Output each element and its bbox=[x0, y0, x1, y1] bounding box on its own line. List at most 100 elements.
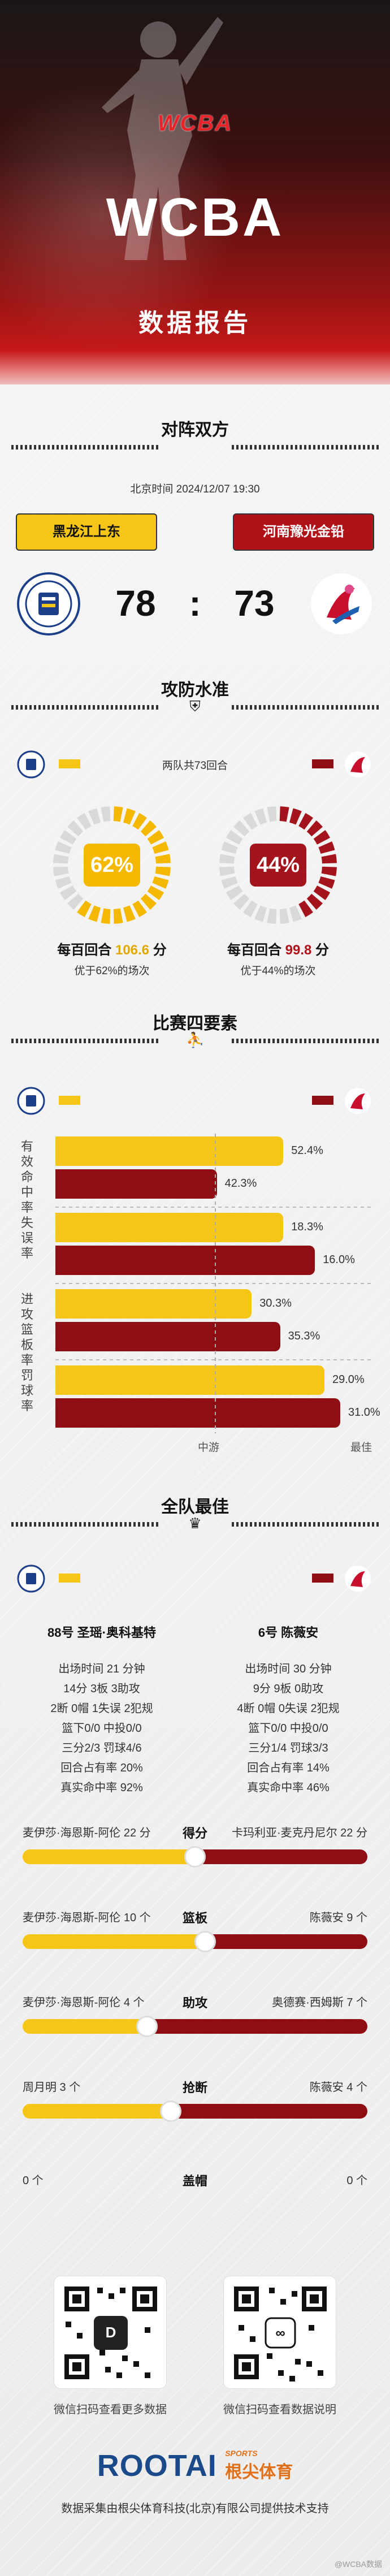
donut-segment-empty bbox=[55, 876, 72, 889]
donut-segment-filled bbox=[155, 866, 171, 876]
factor-divider bbox=[55, 1283, 372, 1284]
ppp-prefix: 每百回合 bbox=[57, 943, 112, 958]
donut-segment-filled bbox=[289, 808, 302, 825]
donut-segment-empty bbox=[254, 808, 267, 825]
away-team-logo-icon bbox=[345, 1088, 371, 1114]
section-four-factors-header: 比赛四要素 ⛹ bbox=[0, 1009, 390, 1049]
svg-text:D: D bbox=[106, 2324, 116, 2341]
factor-home-bar bbox=[55, 1289, 252, 1319]
match-time: 北京时间 2024/12/07 19:30 bbox=[130, 483, 260, 495]
hero-title: WCBA bbox=[106, 187, 284, 248]
wcba-logo: WCBA bbox=[157, 111, 233, 136]
svg-text:∞: ∞ bbox=[275, 2326, 285, 2341]
divider-right bbox=[232, 445, 379, 449]
donut-segment-filled bbox=[152, 876, 169, 889]
scale-mid-label: 中游 bbox=[198, 1442, 220, 1454]
leader-home-fill bbox=[23, 2104, 171, 2119]
donut-segment-empty bbox=[219, 854, 235, 864]
donut-segment-empty bbox=[233, 893, 250, 910]
leader-home: 0 个 bbox=[23, 2175, 44, 2187]
away-color-swatch bbox=[312, 1096, 333, 1105]
donut-segment-filled bbox=[101, 908, 111, 924]
donut-segment-filled bbox=[140, 820, 157, 837]
donut-segment-filled bbox=[306, 893, 323, 910]
donut-segment-filled bbox=[298, 812, 313, 830]
ppp-value: 99.8 bbox=[285, 943, 312, 958]
section-title: 全队最佳 bbox=[161, 1498, 229, 1516]
factor-away-bar bbox=[55, 1322, 280, 1351]
brand-name: ROOTAI bbox=[97, 2449, 217, 2483]
donut-segment-filled bbox=[313, 885, 331, 900]
footer-credit: 数据采集由根尖体育科技(北京)有限公司提供技术支持 bbox=[61, 2502, 329, 2515]
leader-category: 得分 bbox=[182, 1826, 207, 1840]
factor-label: 罚球率 bbox=[20, 1368, 33, 1413]
leader-divider-knob bbox=[136, 2016, 158, 2037]
divider-left bbox=[11, 445, 158, 449]
away-team-button[interactable]: 河南豫光金铅 bbox=[233, 513, 374, 551]
donut-segment-empty bbox=[59, 830, 77, 845]
hero-fade bbox=[0, 351, 390, 384]
donut-segment-empty bbox=[101, 806, 111, 822]
shield-icon: ⛨ bbox=[189, 698, 201, 715]
leader-away-fill bbox=[205, 1934, 367, 1949]
leader-home: 周月明 3 个 bbox=[23, 2081, 81, 2094]
leader-away: 卡玛利亚·麦克丹尼尔 22 分 bbox=[231, 1827, 367, 1839]
home-team-button[interactable]: 黑龙江上东 bbox=[16, 513, 157, 551]
donut-segment-filled bbox=[318, 841, 335, 854]
leader-divider-knob bbox=[184, 1846, 206, 1868]
home-score: 78 bbox=[115, 583, 156, 624]
qr-code-left[interactable]: D bbox=[54, 2276, 167, 2389]
donut-segment-filled bbox=[132, 900, 147, 918]
donut-segment-filled bbox=[152, 841, 169, 854]
divider-right bbox=[232, 705, 379, 710]
factor-label: 失误率 bbox=[20, 1216, 33, 1260]
factor-away-value: 31.0% bbox=[348, 1406, 380, 1419]
leader-away-fill bbox=[146, 2019, 367, 2034]
factor-home-bar bbox=[55, 1365, 324, 1395]
donut-segment-filled bbox=[313, 830, 331, 845]
away-efficiency-donut: 44% bbox=[216, 803, 340, 927]
donut-segment-empty bbox=[279, 908, 289, 924]
leader-row: 0 个 盖帽 0 个 bbox=[0, 2171, 390, 2216]
sponsor-brand: ROOTAI SPORTS 根尖体育 bbox=[0, 2448, 390, 2483]
donut-segment-filled bbox=[147, 830, 164, 845]
home-points-per-100: 每百回合 106.6 分 bbox=[21, 939, 202, 958]
home-team-logo-icon bbox=[17, 572, 80, 636]
home-color-swatch bbox=[59, 1574, 80, 1583]
hero-glow bbox=[0, 68, 249, 362]
donut-segment-empty bbox=[55, 841, 72, 854]
watermark: @WCBA数据 bbox=[334, 2560, 382, 2569]
section-matchup-header: 对阵双方 bbox=[0, 416, 390, 455]
donut-segment-filled bbox=[113, 908, 123, 924]
donut-segment-filled bbox=[155, 854, 171, 864]
away-better-than: 优于44%的场次 bbox=[240, 965, 316, 977]
ppp-unit: 分 bbox=[153, 943, 167, 958]
median-line bbox=[215, 1134, 216, 1433]
leader-comparison-bar bbox=[23, 2019, 367, 2034]
donut-segment-filled bbox=[132, 812, 147, 830]
donut-segment-empty bbox=[243, 900, 258, 918]
leader-row: 周月明 3 个 抢断 陈薇安 4 个 bbox=[0, 2078, 390, 2123]
donut-segment-empty bbox=[53, 866, 69, 876]
donut-segment-empty bbox=[77, 812, 92, 830]
ppp-unit: 分 bbox=[315, 943, 330, 958]
donut-segment-filled bbox=[140, 893, 157, 910]
factor-away-bar bbox=[55, 1169, 217, 1199]
player-stat-line: 4断 0帽 0失误 2犯规 bbox=[237, 1702, 340, 1715]
possessions-total: 两队共73回合 bbox=[162, 760, 228, 772]
home-efficiency-donut: 62% bbox=[50, 803, 174, 927]
player-stat-line: 出场时间 30 分钟 bbox=[245, 1663, 332, 1675]
donut-segment-empty bbox=[243, 812, 258, 830]
home-color-swatch bbox=[59, 759, 80, 768]
donut-segment-empty bbox=[233, 820, 250, 837]
qr-code-left-icon: D bbox=[64, 2287, 157, 2379]
factor-home-value: 30.3% bbox=[259, 1297, 292, 1309]
qr-code-right[interactable]: ∞ bbox=[223, 2276, 336, 2389]
leader-home-fill bbox=[23, 2019, 147, 2034]
factor-home-value: 52.4% bbox=[291, 1144, 323, 1157]
player-stat-line: 真实命中率 46% bbox=[247, 1782, 330, 1794]
leader-category: 篮板 bbox=[182, 1911, 207, 1925]
donut-segment-empty bbox=[67, 893, 84, 910]
hero-subtitle: 数据报告 bbox=[138, 309, 252, 337]
basketball-player-icon: ⛹ bbox=[186, 1031, 205, 1048]
